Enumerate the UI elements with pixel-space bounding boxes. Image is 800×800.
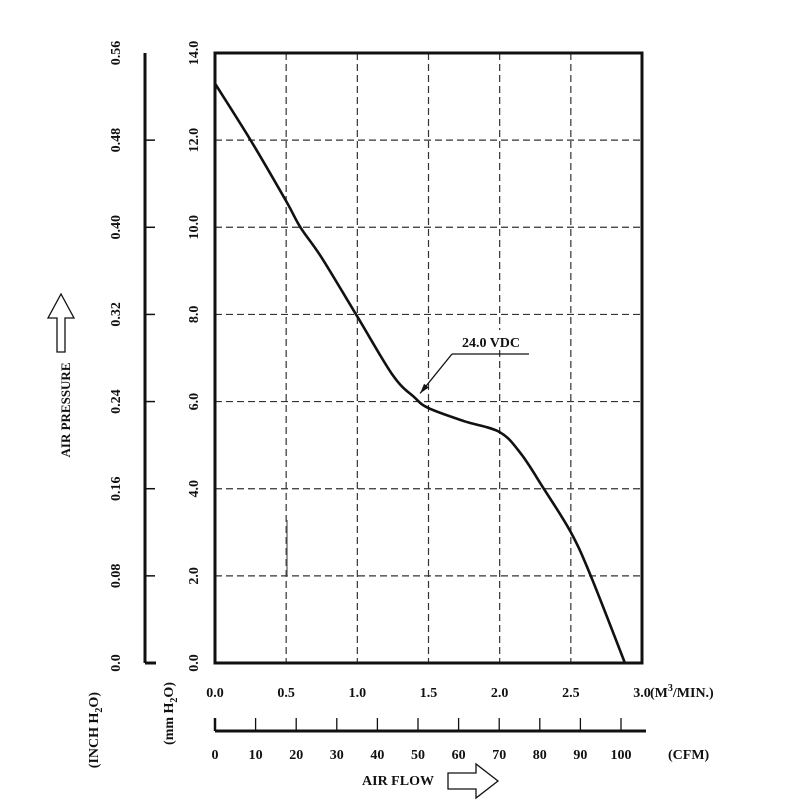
plot-frame — [213, 51, 644, 665]
x-tick-label-cfm: 50 — [411, 748, 425, 763]
tick-labels: 0.0 2.0 4.0 6.0 8.0 10.0 12.0 14.0 0.0 0.08 0.16 0.… — [109, 41, 651, 763]
y-tick-label-mm: 2.0 — [187, 567, 202, 585]
y-tick-label-mm: 4.0 — [187, 480, 202, 498]
x-tick-label-m3min: 1.5 — [420, 686, 438, 701]
x-tick-label-m3min: 3.0 — [633, 686, 651, 701]
y-tick-label-inch: 0.24 — [109, 389, 124, 414]
y-axis-label: AIR PRESSURE — [58, 363, 73, 458]
y-tick-label-mm: 8.0 — [187, 306, 202, 324]
annotation: 24.0 VDC — [419, 330, 529, 394]
x-tick-label-cfm: 30 — [330, 748, 344, 763]
x-tick-label-m3min: 0.0 — [206, 686, 224, 701]
axes — [143, 51, 646, 733]
x-tick-label-cfm: 10 — [249, 748, 263, 763]
x-tick-label-m3min: 2.5 — [562, 686, 580, 701]
svg-text:(mm H2O): (mm H2O) — [162, 682, 180, 745]
x-tick-label-cfm: 90 — [573, 748, 587, 763]
series-line-24vdc — [213, 82, 627, 664]
x-tick-label-m3min: 0.5 — [277, 686, 295, 701]
x-tick-label-cfm: 40 — [370, 748, 384, 763]
x-tick-label-cfm: 0 — [212, 748, 219, 763]
up-arrow-icon — [46, 292, 76, 353]
x-unit-m3min: (M3/MIN.) — [650, 683, 714, 701]
mm-unit-label: (mm H2O) — [162, 682, 180, 745]
x-tick-label-cfm: 60 — [452, 748, 466, 763]
x-tick-label-cfm: 70 — [492, 748, 506, 763]
annotation-label: 24.0 VDC — [462, 336, 520, 351]
x-tick-label-cfm: 80 — [533, 748, 547, 763]
inch-unit-label: (INCH H2O) — [87, 692, 105, 769]
x-tick-label-cfm: 20 — [289, 748, 303, 763]
x-axis-label: AIR FLOW — [362, 774, 434, 789]
y-tick-label-inch: 0.40 — [109, 215, 124, 240]
y-tick-label-inch: 0.48 — [109, 128, 124, 153]
x-unit-cfm: (CFM) — [668, 748, 710, 763]
y-tick-label-inch: 0.56 — [109, 41, 124, 66]
annotation-arrowhead — [420, 383, 429, 394]
y-tick-label-inch: 0.0 — [109, 654, 124, 672]
right-arrow-icon — [447, 762, 500, 800]
annotation-background — [456, 330, 528, 350]
y-tick-label-mm: 0.0 — [187, 654, 202, 672]
y-tick-label-mm: 12.0 — [187, 128, 202, 153]
x-tick-label-m3min: 2.0 — [491, 686, 509, 701]
y-tick-label-inch: 0.32 — [109, 302, 124, 327]
grid — [215, 53, 642, 663]
x-tick-label-cfm: 100 — [611, 748, 632, 763]
y-tick-label-inch: 0.16 — [109, 476, 124, 501]
svg-text:(INCH H2O): (INCH H2O) — [87, 692, 105, 769]
y-tick-label-mm: 6.0 — [187, 393, 202, 411]
y-tick-label-mm: 14.0 — [187, 41, 202, 66]
y-axis-title: AIR PRESSURE — [58, 363, 73, 458]
y-tick-label-mm: 10.0 — [187, 215, 202, 240]
x-tick-label-m3min: 1.0 — [349, 686, 367, 701]
y-tick-label-inch: 0.08 — [109, 564, 124, 589]
